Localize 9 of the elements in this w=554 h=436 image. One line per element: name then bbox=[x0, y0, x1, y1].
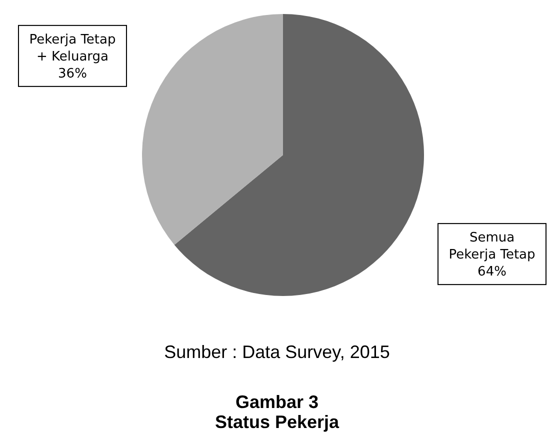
text: Sumber : Data Survey, 2015 bbox=[164, 342, 390, 362]
data-label: 64% bbox=[478, 264, 506, 280]
pie-slice bbox=[174, 14, 424, 296]
text: Status Pekerja bbox=[214, 412, 340, 432]
data-label: 36% bbox=[58, 66, 87, 82]
pie-slice bbox=[142, 14, 283, 245]
slice-label: Pekerja Tetap + Keluarga bbox=[29, 32, 116, 64]
text: Gambar 3 bbox=[235, 392, 319, 412]
slice-label: Semua Pekerja Tetap bbox=[448, 230, 536, 263]
